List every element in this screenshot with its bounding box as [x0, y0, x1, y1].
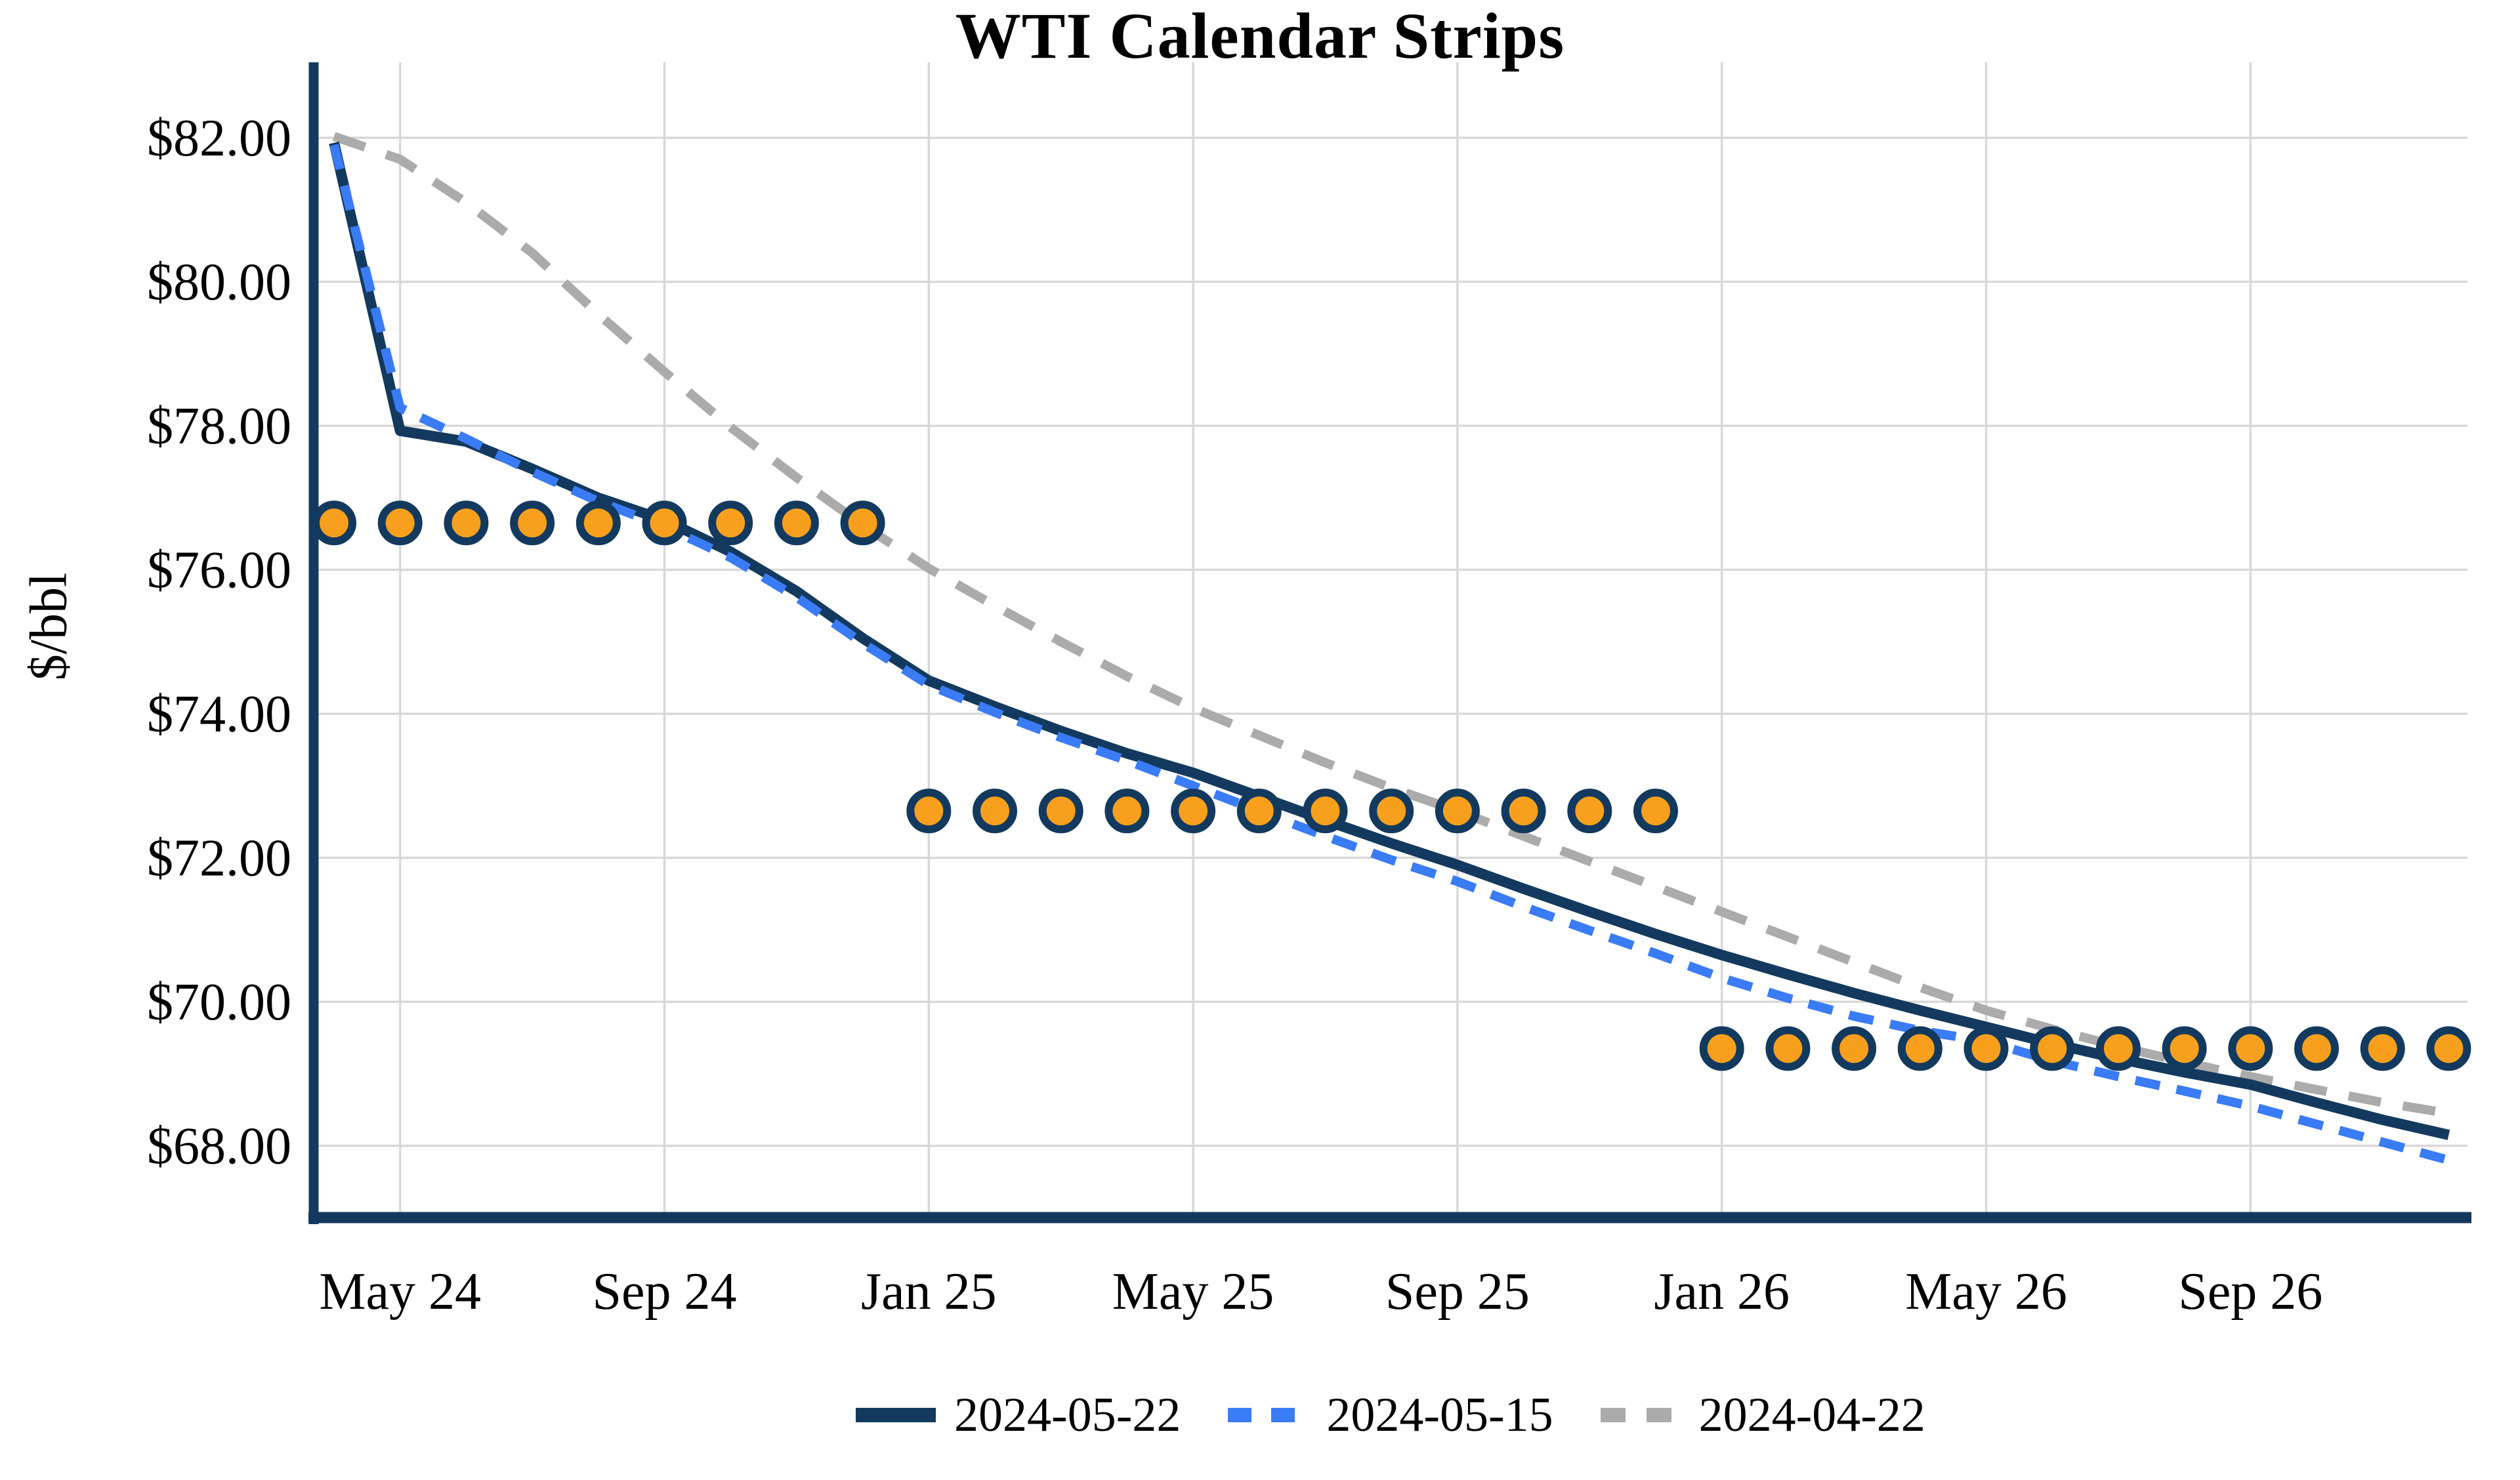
y-tick-label: $68.00	[147, 1118, 291, 1176]
y-axis-title: $/bbl	[20, 572, 78, 681]
strip-dot	[774, 501, 819, 546]
gridlines	[314, 62, 2468, 1218]
x-tick-label: May 25	[1112, 1263, 1274, 1321]
legend-label: 2024-04-22	[1698, 1388, 1925, 1442]
strip-dot	[2294, 1026, 2339, 1071]
y-tick-label: $80.00	[147, 254, 291, 312]
y-tick-label: $74.00	[147, 686, 291, 743]
x-tick-label: Sep 26	[2178, 1263, 2322, 1321]
y-tick-label: $72.00	[147, 830, 291, 888]
series-line-2024-04-22	[332, 132, 2450, 1119]
strip-dot	[1765, 1026, 1811, 1071]
strip-dot	[1369, 789, 1414, 834]
legend-label: 2024-05-22	[954, 1388, 1181, 1442]
strip-dots-2026-strip	[1699, 1026, 2471, 1071]
legend-swatch-dashed-line-icon	[1600, 1408, 1681, 1422]
strip-dot	[2426, 1026, 2471, 1071]
strip-dot	[1303, 789, 1348, 834]
strip-dot	[576, 501, 621, 546]
legend-item-2024-04-22: 2024-04-22	[1600, 1388, 1925, 1442]
strip-dot	[444, 501, 489, 546]
chart-title: WTI Calendar Strips	[955, 0, 1565, 72]
legend-label: 2024-05-15	[1326, 1388, 1553, 1442]
legend-swatch-solid-line-icon	[856, 1408, 936, 1422]
strip-dot	[1236, 789, 1282, 834]
x-tick-label: Sep 25	[1385, 1263, 1530, 1321]
strip-dot	[510, 501, 555, 546]
strip-dot	[1964, 1026, 2009, 1071]
strip-dot	[1435, 789, 1480, 834]
series-line-2024-05-15	[329, 144, 2450, 1165]
strip-dot	[906, 789, 952, 834]
strip-dot	[2030, 1026, 2075, 1071]
strip-dot	[1038, 789, 1083, 834]
legend-item-2024-05-22: 2024-05-22	[856, 1391, 1181, 1439]
strip-dot	[840, 501, 885, 546]
strip-dot	[1699, 1026, 1744, 1071]
strip-dot	[1104, 789, 1150, 834]
strip-dot	[1897, 1026, 1942, 1071]
series-line-2024-05-22	[329, 141, 2450, 1140]
legend-swatch-dashed-line-icon	[1228, 1408, 1309, 1422]
strip-dot	[1832, 1026, 1877, 1071]
legend-item-2024-05-15: 2024-05-15	[1228, 1391, 1553, 1439]
y-tick-label: $76.00	[147, 542, 291, 600]
strip-dots	[312, 501, 2471, 1071]
strip-dot	[1633, 789, 1678, 834]
strip-dot	[1501, 789, 1546, 834]
strip-dot	[2228, 1026, 2273, 1071]
x-tick-labels: May 24 Sep 24 Jan 25 May 25 Sep 25 Jan 26 May …	[319, 1263, 2322, 1321]
strip-dot	[1171, 789, 1216, 834]
strip-dot	[312, 501, 356, 546]
strip-dot	[2162, 1026, 2207, 1071]
y-tick-label: $82.00	[147, 110, 291, 167]
strip-dot	[377, 501, 423, 546]
strip-dot	[2360, 1026, 2405, 1071]
x-tick-label: Sep 24	[593, 1263, 737, 1321]
strip-dot	[2095, 1026, 2141, 1071]
strip-dots-2024-strip	[312, 501, 885, 546]
strip-dot	[642, 501, 687, 546]
x-tick-label: May 24	[319, 1263, 481, 1321]
strip-dot	[1567, 789, 1612, 834]
strip-dot	[708, 501, 753, 546]
y-tick-label: $78.00	[147, 398, 291, 455]
x-tick-label: May 26	[1905, 1263, 2067, 1321]
y-tick-labels: $82.00 $80.00 $78.00 $76.00 $74.00 $72.00 $70.…	[147, 110, 291, 1176]
strip-dot	[973, 789, 1017, 834]
x-tick-label: Jan 25	[861, 1263, 997, 1321]
strip-dots-2025-strip	[906, 789, 1678, 834]
legend: 2024-05-22 2024-05-15 2024-04-22	[314, 1386, 2468, 1445]
y-tick-label: $70.00	[147, 974, 291, 1031]
x-tick-label: Jan 26	[1654, 1263, 1790, 1321]
